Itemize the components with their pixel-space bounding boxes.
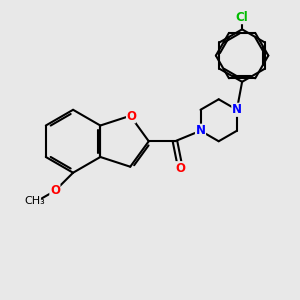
Text: CH₃: CH₃: [25, 196, 45, 206]
Text: Cl: Cl: [236, 11, 248, 24]
Text: N: N: [232, 103, 242, 116]
Text: N: N: [196, 124, 206, 137]
Text: O: O: [50, 184, 60, 197]
Text: O: O: [175, 162, 185, 175]
Text: O: O: [126, 110, 136, 123]
